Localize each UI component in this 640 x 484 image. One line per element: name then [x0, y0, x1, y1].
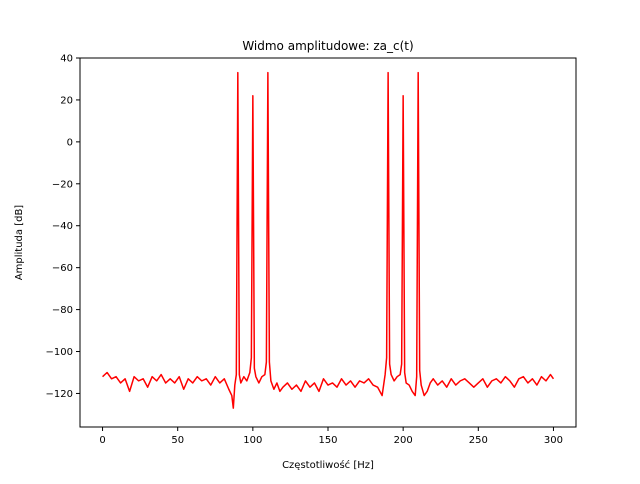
series-layer: [102, 71, 555, 409]
y-axis-ticks: 40 20 0 −20 −40 −60 −80 −100 −120: [46, 54, 80, 400]
x-tick-label: 300: [544, 435, 563, 446]
y-tick-label: 20: [60, 95, 73, 106]
x-axis-label: Częstotliwość [Hz]: [282, 459, 374, 471]
y-tick-label: 0: [67, 137, 73, 148]
y-tick-label: −40: [52, 221, 73, 232]
x-tick-label: 250: [469, 435, 488, 446]
x-tick-label: 100: [243, 435, 262, 446]
plot-area: [80, 58, 576, 427]
y-tick-label: −20: [52, 179, 73, 190]
chart-title: Widmo amplitudowe: za_c(t): [242, 39, 413, 53]
y-axis-label: Amplituda [dB]: [14, 205, 25, 281]
y-tick-label: 40: [60, 54, 73, 65]
y-tick-label: −60: [52, 263, 73, 274]
y-tick-label: −80: [52, 305, 73, 316]
y-tick-label: −120: [46, 389, 73, 400]
y-tick-label: −100: [46, 347, 73, 358]
x-tick-label: 50: [171, 435, 184, 446]
x-tick-label: 200: [394, 435, 413, 446]
x-axis-ticks: 0 50 100 150 200 250 300: [99, 427, 563, 446]
series-line: [102, 71, 555, 409]
x-tick-label: 150: [318, 435, 337, 446]
x-tick-label: 0: [99, 435, 105, 446]
